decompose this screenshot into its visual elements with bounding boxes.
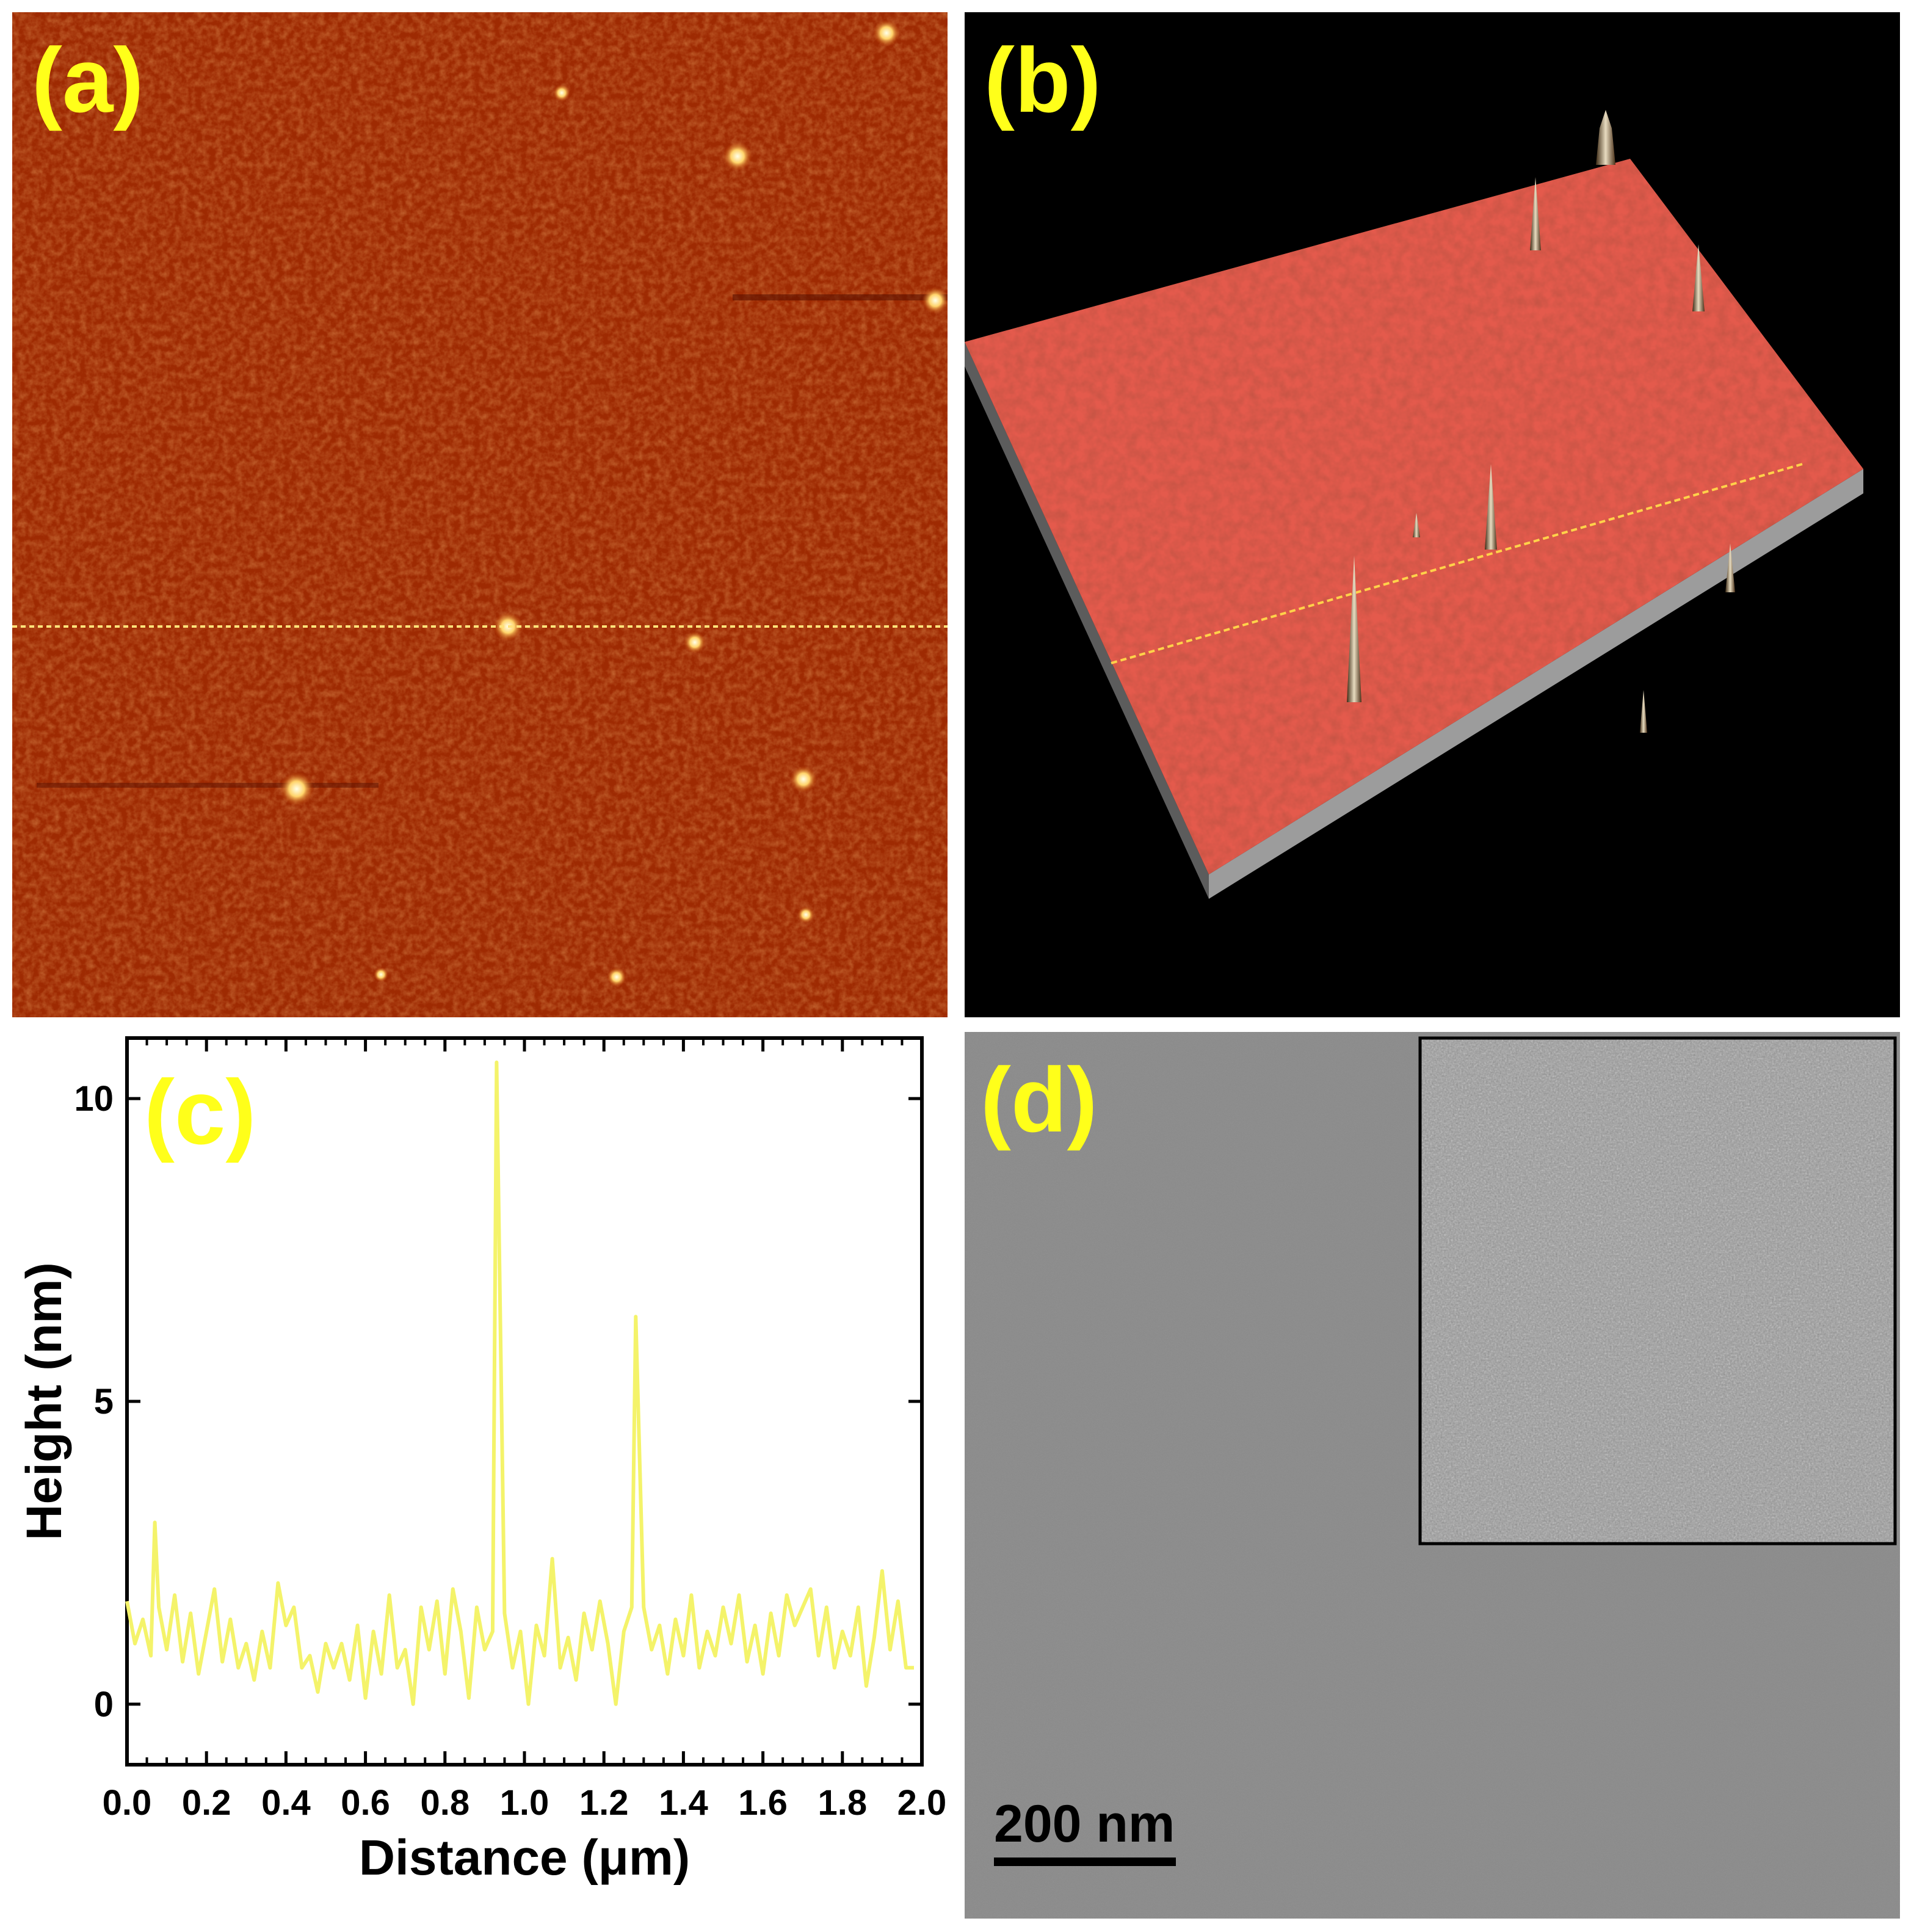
x-tick-label: 0.0: [103, 1783, 152, 1823]
y-tick-label: 10: [74, 1079, 114, 1119]
x-tick-label: 1.0: [500, 1783, 549, 1823]
x-tick-label: 1.6: [738, 1783, 788, 1823]
panel-label-c: (c): [144, 1061, 256, 1163]
y-tick-label: 5: [94, 1382, 114, 1422]
x-tick-label: 0.6: [341, 1783, 390, 1823]
panel-c-height-profile-chart: 0.0 0.2 0.4 0.6 0.8 1.0 1.2 1.4 1.6 1.8 2.0 0 5 10 D…: [0, 1032, 952, 1932]
series-height-profile-line: [125, 1060, 914, 1706]
x-tick-label: 0.2: [182, 1783, 231, 1823]
x-tick-label: 0.8: [420, 1783, 469, 1823]
sem-inset: [1418, 1036, 1897, 1545]
y-axis-label: Height (nm): [16, 1262, 72, 1540]
height-profile-chart: 0.0 0.2 0.4 0.6 0.8 1.0 1.2 1.4 1.6 1.8 2.0 0 5 10 D…: [16, 1036, 947, 1886]
profile-line-3d: [1111, 463, 1803, 664]
x-tick-label: 1.2: [579, 1783, 629, 1823]
scale-bar-label: 200 nm: [994, 1795, 1175, 1853]
x-axis-label: Distance (μm): [359, 1830, 690, 1886]
panel-label-d: (d): [981, 1048, 1098, 1151]
panel-b-afm-3d-surface: (b): [965, 12, 1900, 1017]
x-tick-label: 0.4: [261, 1783, 311, 1823]
x-tick-label: 2.0: [897, 1783, 947, 1823]
panel-label-b: (b): [984, 29, 1101, 131]
y-tick-label: 0: [94, 1685, 114, 1724]
panel-a-afm-2d-image: (a): [12, 12, 948, 1017]
y-ticks: 0 5 10: [74, 1079, 922, 1724]
x-tick-label: 1.4: [659, 1783, 708, 1823]
x-ticks: 0.0 0.2 0.4 0.6 0.8 1.0 1.2 1.4 1.6 1.8 2.0: [103, 1038, 947, 1823]
scale-bar: [994, 1858, 1176, 1866]
panel-d-sem-image: (d) 200 nm: [965, 1032, 1900, 1919]
afm-2d-image: [12, 12, 948, 1017]
x-tick-label: 1.8: [817, 1783, 867, 1823]
panel-label-a: (a): [32, 29, 144, 131]
afm-3d-surface: [965, 12, 1900, 1017]
sem-image: [965, 1032, 1900, 1919]
